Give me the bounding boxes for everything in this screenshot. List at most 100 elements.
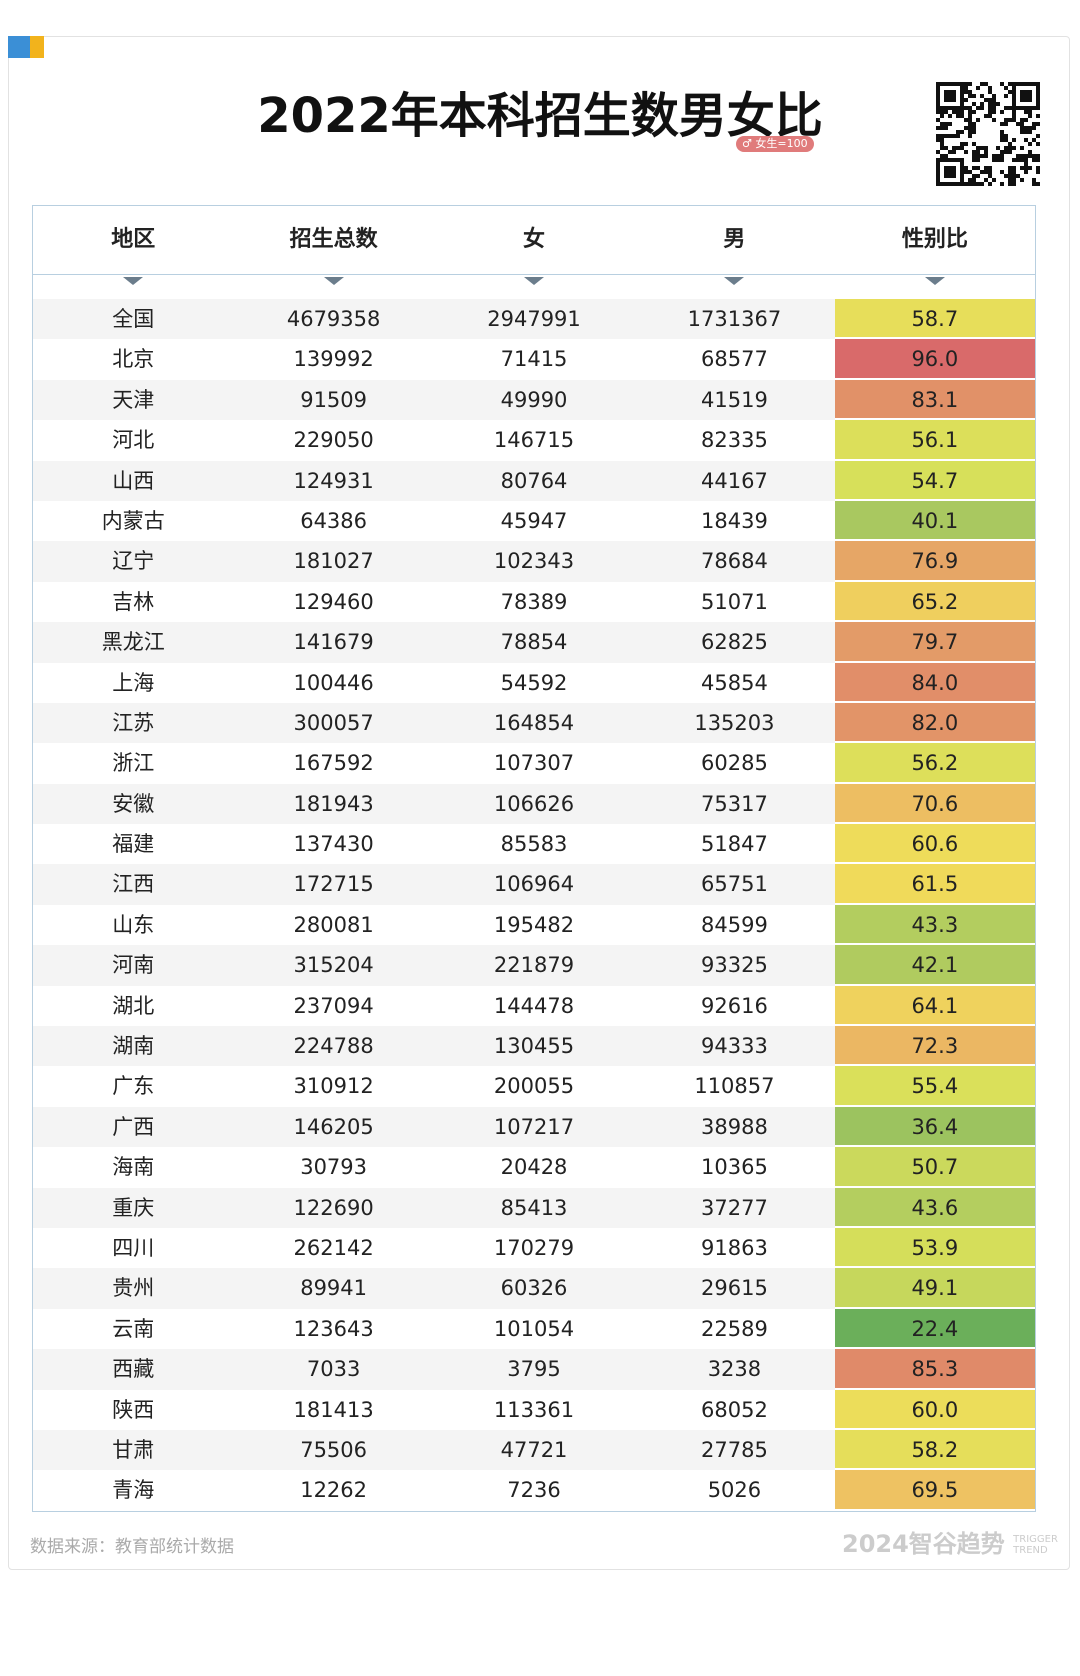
cell: 10365	[701, 1155, 768, 1180]
table-header: 地区 招生总数 女 男 性别比	[33, 206, 1035, 275]
ratio-cell: 43.3	[834, 904, 1036, 946]
ratio-cell: 53.9	[834, 1227, 1036, 1269]
cell: 西藏	[112, 1357, 155, 1382]
cell: 45947	[500, 508, 568, 533]
cell: 青海	[112, 1478, 155, 1503]
cell: 30793	[300, 1155, 368, 1180]
table-row: 湖南 224788 130455 94333 72.3	[33, 1026, 1036, 1067]
ratio-cell: 64.1	[834, 985, 1036, 1027]
cell: 5026	[707, 1478, 762, 1503]
cell: 12262	[300, 1478, 368, 1503]
cell: 310912	[293, 1074, 374, 1099]
ratio-cell: 60.6	[834, 824, 1036, 865]
cell: 44167	[701, 468, 768, 493]
cell: 山西	[112, 468, 155, 493]
cell: 18439	[701, 508, 768, 533]
column-header: 招生总数	[289, 227, 378, 252]
cell: 甘肃	[112, 1437, 155, 1462]
ratio-cell: 84.0	[834, 662, 1036, 703]
cell: 51847	[701, 832, 768, 857]
ratio-cell: 58.2	[834, 1429, 1036, 1471]
table-row: 贵州 89941 60326 29615 49.1	[33, 1268, 1036, 1309]
cell: 71415	[500, 347, 568, 372]
cell: 107217	[493, 1114, 575, 1139]
cell: 181943	[293, 791, 374, 816]
cell: 172715	[293, 872, 374, 897]
ratio-cell: 85.3	[834, 1349, 1036, 1390]
table-row: 海南 30793 20428 10365 50.7	[33, 1147, 1036, 1188]
cell: 129460	[293, 589, 374, 614]
column-header: 性别比	[901, 227, 968, 252]
cell: 107307	[493, 751, 575, 776]
cell: 135203	[694, 710, 775, 735]
table-row: 河北 229050 146715 82335 56.1	[33, 420, 1036, 461]
cell: 102343	[493, 549, 575, 574]
header-arrows	[33, 275, 1035, 299]
cell: 47721	[500, 1437, 568, 1462]
cell: 68052	[701, 1397, 768, 1422]
cell: 113361	[493, 1397, 575, 1422]
cell: 浙江	[112, 751, 155, 776]
brand-en: TRIGGER TREND	[1013, 1534, 1058, 1556]
table-row: 山东 280081 195482 84599 43.3	[33, 904, 1036, 946]
cell: 51071	[701, 589, 768, 614]
ratio-cell: 50.7	[834, 1147, 1036, 1188]
brand: 2024智谷趋势 TRIGGER TREND	[842, 1524, 1063, 1559]
ratio-cell: 58.7	[834, 299, 1036, 340]
ratio-cell: 36.4	[834, 1106, 1036, 1148]
cell: 106964	[493, 872, 575, 897]
ratio-cell: 43.6	[834, 1187, 1036, 1228]
cell: 91863	[701, 1235, 768, 1260]
cell: 广西	[112, 1114, 155, 1139]
table-row: 吉林 129460 78389 51071 65.2	[33, 581, 1036, 623]
cell: 四川	[112, 1235, 155, 1260]
cell: 89941	[300, 1276, 368, 1301]
cell: 124931	[293, 468, 374, 493]
cell: 229050	[293, 428, 374, 453]
cell: 221879	[493, 953, 575, 978]
cell: 141679	[293, 630, 374, 655]
table-row: 西藏 7033 3795 3238 85.3	[33, 1349, 1036, 1390]
cell: 139992	[293, 347, 374, 372]
cell: 78684	[701, 549, 768, 574]
cell: 20428	[500, 1155, 568, 1180]
table-row: 陕西 181413 113361 68052 60.0	[33, 1389, 1036, 1430]
table-row: 广西 146205 107217 38988 36.4	[33, 1106, 1036, 1148]
cell: 137430	[293, 832, 374, 857]
cell: 170279	[493, 1235, 575, 1260]
cell: 106626	[493, 791, 575, 816]
cell: 54592	[500, 670, 568, 695]
cell: 38988	[701, 1114, 768, 1139]
ratio-cell: 69.5	[834, 1470, 1036, 1511]
ratio-cell: 55.4	[834, 1066, 1036, 1107]
cell: 湖北	[112, 993, 155, 1018]
cell: 4679358	[286, 307, 381, 331]
arrow	[33, 275, 233, 299]
cell: 75506	[300, 1437, 368, 1462]
ratio-cell: 61.5	[834, 864, 1036, 905]
cell: 云南	[112, 1316, 155, 1341]
cell: 92616	[701, 993, 768, 1018]
cell: 41519	[701, 387, 768, 412]
ratio-cell: 83.1	[834, 379, 1036, 421]
table-row: 江苏 300057 164854 135203 82.0	[33, 702, 1036, 744]
cell: 北京	[112, 347, 155, 372]
table-row: 重庆 122690 85413 37277 43.6	[33, 1187, 1036, 1228]
table-row: 广东 310912 200055 110857 55.4	[33, 1066, 1036, 1107]
table-row: 天津 91509 49990 41519 83.1	[33, 379, 1036, 421]
cell: 78854	[500, 630, 568, 655]
cell: 62825	[701, 630, 768, 655]
qr-code	[936, 82, 1040, 186]
cell: 安徽	[112, 791, 155, 816]
cell: 江西	[112, 872, 155, 897]
cell: 146715	[493, 428, 575, 453]
ratio-cell: 54.7	[834, 460, 1036, 501]
ratio-cell: 49.1	[834, 1268, 1036, 1309]
cell: 黑龙江	[101, 630, 165, 655]
cell: 河南	[112, 953, 155, 978]
corner-mark	[8, 36, 44, 58]
ratio-cell: 42.1	[834, 945, 1036, 986]
cell: 29615	[701, 1276, 768, 1301]
cell: 1731367	[687, 307, 782, 331]
cell: 280081	[293, 912, 374, 937]
